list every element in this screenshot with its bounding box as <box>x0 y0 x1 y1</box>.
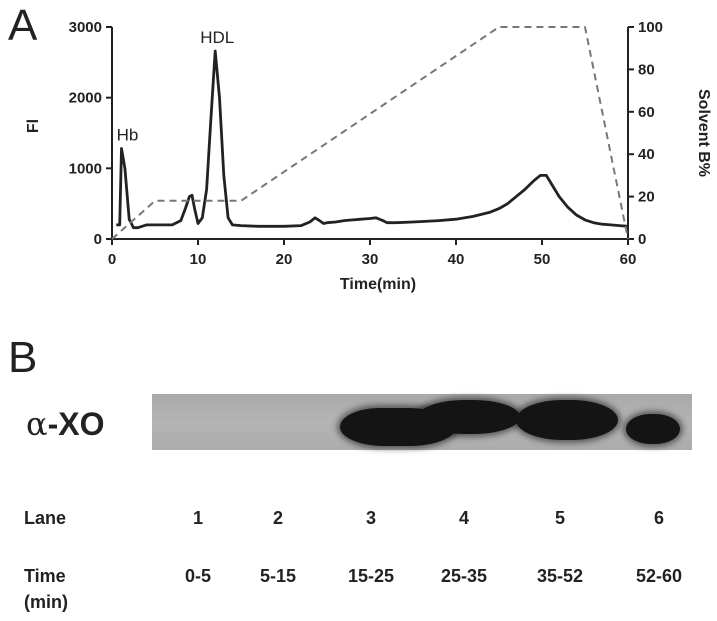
blot-antibody-label: α-XO <box>26 405 105 443</box>
western-blot-image <box>152 394 692 450</box>
x-tick-label: 10 <box>190 251 207 268</box>
lane-row-header: Lane <box>24 508 67 528</box>
lane-time-range: 52-60 <box>635 566 683 586</box>
peak-annotation-label: HDL <box>200 28 234 47</box>
x-tick-label: 20 <box>276 251 293 268</box>
peak-annotation-label: Hb <box>117 126 139 145</box>
panel-a-letter: A <box>8 1 38 50</box>
blot-band-lane-5 <box>516 400 618 440</box>
chromatogram-chart: 0 10 20 30 40 50 600100020003000020406080100Ti… <box>25 19 712 293</box>
left-y-tick-label: 0 <box>94 231 102 248</box>
lane-number: 2 <box>272 508 284 528</box>
lane-time-range: 35-52 <box>536 566 584 586</box>
lane-time-range: 25-35 <box>440 566 488 586</box>
lane-time-range: 5-15 <box>259 566 297 586</box>
x-tick-label: 60 <box>620 251 637 268</box>
lane-number: 1 <box>192 508 204 528</box>
lane-number: 5 <box>554 508 566 528</box>
lane-time-range: 15-25 <box>347 566 395 586</box>
right-y-tick-label: 0 <box>638 231 646 248</box>
right-y-tick-label: 60 <box>638 104 655 121</box>
lane-number: 4 <box>458 508 470 528</box>
right-y-tick-label: 40 <box>638 146 655 163</box>
right-y-tick-label: 80 <box>638 61 655 78</box>
x-tick-label: 0 <box>108 251 116 268</box>
fluorescence-trace-line <box>116 49 629 230</box>
lane-number: 6 <box>653 508 665 528</box>
solvent-gradient-line <box>111 26 629 240</box>
x-axis-title: Time(min) <box>340 276 416 293</box>
time-row-header: Time <box>24 566 66 586</box>
blot-band-lane-4 <box>418 400 520 434</box>
left-y-tick-label: 2000 <box>69 90 102 107</box>
blot-band-lane-6 <box>626 414 680 444</box>
left-y-tick-label: 1000 <box>69 160 102 177</box>
blot-label-alpha: α <box>26 405 48 443</box>
panel-b-letter: B <box>8 333 38 382</box>
lane-number: 3 <box>365 508 377 528</box>
blot-label-target: -XO <box>47 406 105 442</box>
left-y-axis-title: Fl <box>25 119 42 133</box>
x-tick-label: 30 <box>362 251 379 268</box>
time-row-header-unit: (min) <box>24 592 68 612</box>
right-y-tick-label: 100 <box>638 19 663 36</box>
lane-time-range: 0-5 <box>184 566 212 586</box>
left-y-tick-label: 3000 <box>69 19 102 36</box>
x-tick-label: 50 <box>534 251 551 268</box>
right-y-axis-title: Solvent B% <box>695 89 712 177</box>
x-tick-label: 40 <box>448 251 465 268</box>
right-y-tick-label: 20 <box>638 189 655 206</box>
